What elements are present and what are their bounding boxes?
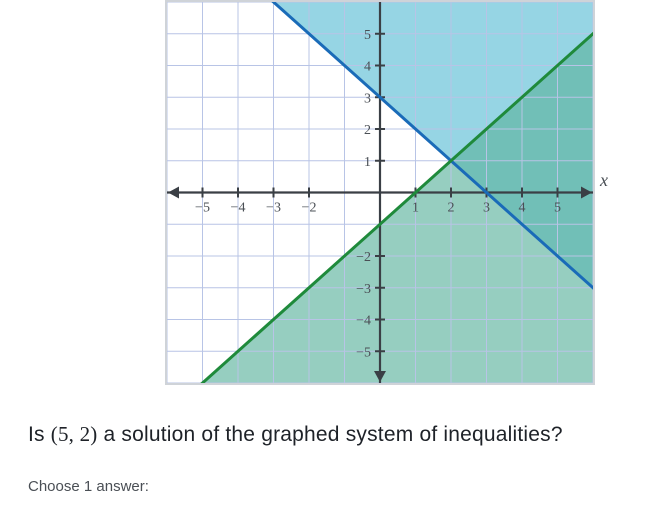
svg-text:4: 4 [364, 60, 371, 75]
svg-text:1: 1 [364, 155, 371, 170]
svg-text:−5: −5 [195, 201, 210, 216]
svg-text:−4: −4 [231, 201, 246, 216]
svg-text:3: 3 [483, 201, 490, 216]
svg-text:2: 2 [364, 123, 371, 138]
svg-text:4: 4 [519, 201, 526, 216]
svg-text:−3: −3 [356, 282, 371, 297]
question-coord: (5, 2) [51, 422, 98, 446]
svg-text:5: 5 [554, 201, 561, 216]
svg-text:2: 2 [448, 201, 455, 216]
svg-text:−4: −4 [356, 314, 371, 329]
question-suffix: a solution of the graphed system of ineq… [97, 423, 562, 446]
svg-text:3: 3 [364, 91, 371, 106]
svg-text:−3: −3 [266, 201, 281, 216]
question-text: Is (5, 2) a solution of the graphed syst… [28, 422, 563, 447]
svg-text:−5: −5 [356, 345, 371, 360]
x-axis-label: x [600, 170, 608, 191]
svg-text:−2: −2 [302, 201, 317, 216]
coordinate-graph: −5 −4 −3 −2 1 2 3 4 5 −5 −4 −3 −2 1 2 3 4 5 [165, 0, 595, 385]
svg-text:−2: −2 [356, 250, 371, 265]
graph-svg: −5 −4 −3 −2 1 2 3 4 5 −5 −4 −3 −2 1 2 3 4 5 [167, 2, 593, 383]
svg-text:5: 5 [364, 28, 371, 43]
page-container: −5 −4 −3 −2 1 2 3 4 5 −5 −4 −3 −2 1 2 3 4 5 x Is (5, 2) a… [0, 0, 654, 512]
question-prefix: Is [28, 423, 51, 446]
svg-text:1: 1 [412, 201, 419, 216]
choose-prompt: Choose 1 answer: [28, 478, 149, 495]
